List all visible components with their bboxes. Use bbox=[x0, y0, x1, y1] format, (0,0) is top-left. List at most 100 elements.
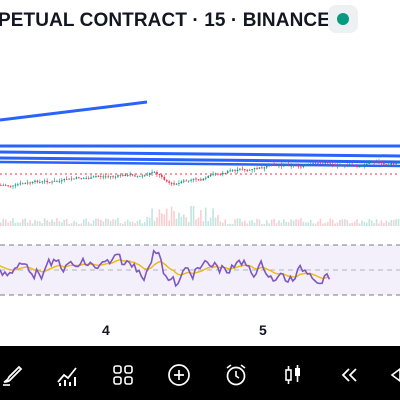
market-status-indicator[interactable] bbox=[328, 5, 358, 33]
candle-body bbox=[351, 164, 353, 166]
candle-body bbox=[219, 173, 222, 175]
candle-body bbox=[319, 163, 322, 165]
rsi-line bbox=[0, 249, 331, 288]
candle-body bbox=[292, 164, 295, 166]
candle-body bbox=[95, 176, 97, 178]
volume-bar bbox=[124, 221, 127, 226]
candle-body bbox=[24, 183, 26, 185]
volume-bar bbox=[336, 222, 339, 226]
candle-body bbox=[185, 180, 188, 182]
alarm-icon[interactable] bbox=[221, 360, 251, 390]
volume-bar bbox=[246, 223, 249, 226]
candle-body bbox=[324, 162, 327, 164]
volume-bar bbox=[46, 220, 48, 226]
candle-body bbox=[375, 161, 378, 163]
volume-bar bbox=[168, 220, 170, 226]
candle-body bbox=[341, 164, 344, 166]
candle-body bbox=[278, 165, 280, 167]
volume-bar bbox=[104, 218, 107, 226]
rewind-icon[interactable] bbox=[334, 360, 364, 390]
candle-body bbox=[212, 173, 214, 175]
candle-body bbox=[9, 185, 12, 187]
volume-bar bbox=[287, 222, 290, 226]
volume-bar bbox=[95, 218, 97, 226]
candle-body bbox=[14, 184, 17, 186]
volume-bar bbox=[378, 223, 380, 226]
candle-body bbox=[305, 164, 307, 166]
candle-body bbox=[344, 164, 346, 166]
volume-bar bbox=[114, 219, 117, 226]
candle-body bbox=[307, 163, 310, 165]
candle-body bbox=[397, 162, 400, 164]
volume-bar bbox=[319, 218, 322, 226]
volume-bar bbox=[356, 219, 358, 226]
volume-bar bbox=[387, 222, 390, 226]
candle-body bbox=[366, 163, 368, 165]
volume-bar bbox=[392, 219, 395, 226]
candle-body bbox=[73, 178, 75, 180]
candle-body bbox=[265, 165, 268, 168]
candle-body bbox=[395, 163, 397, 165]
candle-body bbox=[178, 183, 180, 184]
volume-bar bbox=[261, 223, 263, 226]
candle-body bbox=[41, 181, 44, 183]
volume-bar bbox=[224, 219, 227, 226]
volume-bar bbox=[358, 223, 361, 226]
candle-body bbox=[297, 165, 300, 167]
candle-body bbox=[314, 162, 317, 164]
volume-bar bbox=[209, 217, 212, 226]
volume-bar bbox=[48, 221, 51, 226]
candle-body bbox=[234, 170, 236, 172]
volume-bar bbox=[41, 223, 44, 226]
trendline-4 bbox=[0, 160, 400, 168]
volume-bar bbox=[305, 222, 307, 226]
candle-body bbox=[390, 163, 392, 165]
volume-bar bbox=[58, 221, 61, 226]
trendline-3 bbox=[0, 156, 400, 164]
candle-body bbox=[253, 168, 256, 170]
candle-body bbox=[63, 178, 66, 181]
candle-body bbox=[368, 162, 371, 164]
candle-body bbox=[36, 180, 39, 183]
candle-body bbox=[58, 181, 61, 183]
volume-bar bbox=[202, 221, 205, 226]
volume-bar bbox=[397, 218, 400, 226]
volume-bar bbox=[70, 223, 73, 226]
volume-bar bbox=[26, 222, 29, 226]
more-icon[interactable] bbox=[384, 360, 400, 390]
candle-body bbox=[383, 162, 385, 165]
grid-icon[interactable] bbox=[108, 360, 138, 390]
volume-bar bbox=[134, 223, 136, 226]
candle-body bbox=[131, 174, 134, 176]
candle-body bbox=[68, 178, 70, 180]
volume-bar bbox=[109, 220, 112, 226]
symbol-title[interactable]: PETUAL CONTRACT · 15 · BINANCE bbox=[0, 10, 330, 31]
volume-bar bbox=[51, 219, 53, 226]
candle-body bbox=[97, 176, 100, 178]
candle-body bbox=[21, 183, 24, 185]
volume-bar bbox=[244, 220, 246, 226]
candle-body bbox=[151, 172, 153, 174]
candle-body bbox=[300, 166, 302, 168]
plus-circle-icon[interactable] bbox=[164, 360, 194, 390]
candle-body bbox=[290, 165, 292, 167]
candle-body bbox=[202, 178, 205, 181]
candle-body bbox=[141, 175, 144, 177]
volume-bar bbox=[212, 208, 214, 226]
volume-bar bbox=[326, 221, 329, 226]
chart-icon[interactable] bbox=[52, 360, 82, 390]
volume-bar bbox=[126, 219, 129, 226]
volume-bar bbox=[312, 223, 314, 226]
volume-bar bbox=[385, 220, 388, 226]
candle-body bbox=[236, 169, 239, 172]
candle-body bbox=[200, 179, 202, 181]
price-chart[interactable] bbox=[0, 40, 400, 340]
candles-icon[interactable] bbox=[278, 360, 308, 390]
candle-body bbox=[119, 175, 122, 177]
candle-body bbox=[46, 180, 48, 183]
candle-body bbox=[0, 185, 2, 186]
volume-bar bbox=[31, 223, 34, 226]
brush-icon[interactable] bbox=[0, 360, 28, 390]
volume-bar bbox=[92, 220, 95, 226]
candle-body bbox=[195, 178, 197, 180]
